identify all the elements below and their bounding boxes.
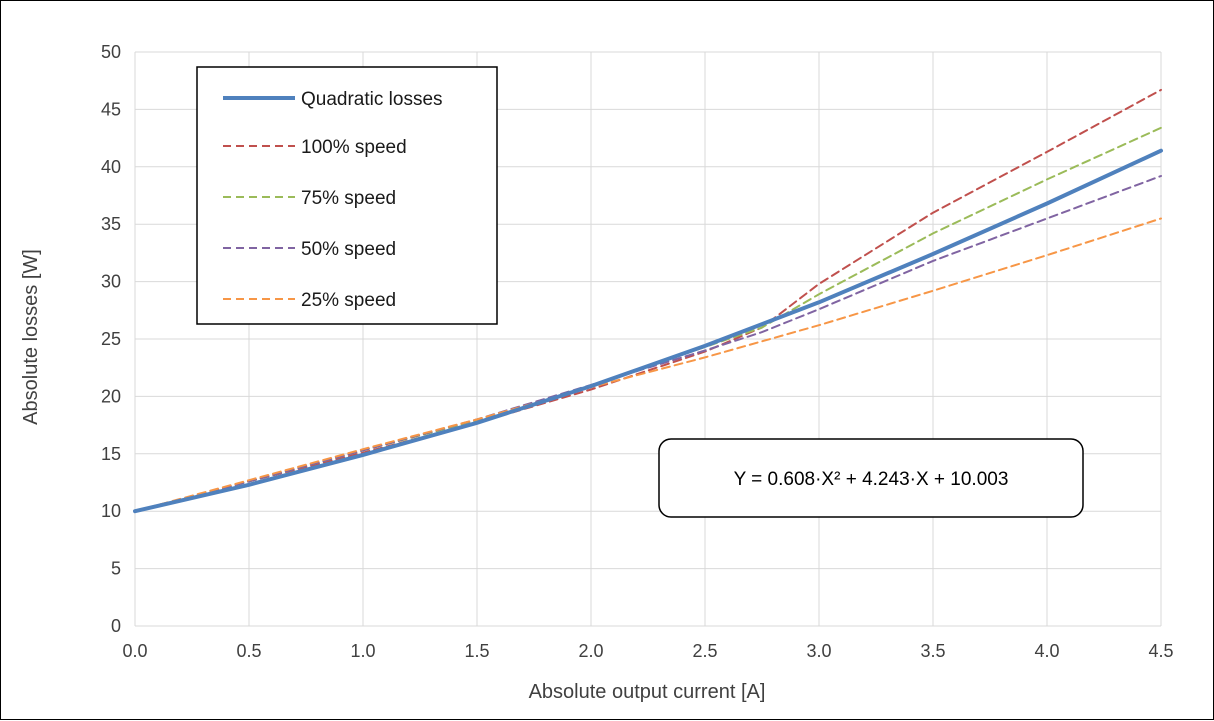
series-line-50-speed <box>134 175 1162 513</box>
x-tick-label: 0.5 <box>236 641 261 661</box>
x-tick-label: 4.0 <box>1034 641 1059 661</box>
legend-label: 100% speed <box>301 137 407 158</box>
gridlines <box>134 51 1162 627</box>
y-tick-label: 20 <box>101 386 121 406</box>
y-tick-label: 0 <box>111 616 121 636</box>
y-tick-label: 50 <box>101 42 121 62</box>
tick-labels: 0 5 10 15 20 25 30 35 40 45 50 0.0 0.5 1.0 1.5 2.0 2.5 3.… <box>101 42 1174 661</box>
x-axis-title: Absolute output current [A] <box>529 681 766 703</box>
series-line-quadratic-losses <box>133 148 1163 514</box>
x-tick-label: 1.0 <box>350 641 375 661</box>
legend-box <box>196 66 498 325</box>
x-tick-label: 0.0 <box>122 641 147 661</box>
y-tick-label: 10 <box>101 501 121 521</box>
equation-annotation: Y = 0.608·X² + 4.243·X + 10.003 <box>658 438 1084 518</box>
x-tick-label: 2.5 <box>692 641 717 661</box>
legend-label: Quadratic losses <box>301 89 443 110</box>
y-tick-label: 35 <box>101 214 121 234</box>
x-tick-label: 4.5 <box>1148 641 1173 661</box>
series-line-100-speed <box>134 88 1162 513</box>
y-tick-label: 5 <box>111 559 121 579</box>
y-axis-title: Absolute losses [W] <box>20 249 42 425</box>
equation-box <box>658 438 1084 518</box>
series-line-25-speed <box>134 217 1162 513</box>
legend-label: 25% speed <box>301 290 396 311</box>
x-tick-label: 1.5 <box>464 641 489 661</box>
legend-label: 50% speed <box>301 239 396 260</box>
x-tick-label: 2.0 <box>578 641 603 661</box>
y-tick-label: 25 <box>101 329 121 349</box>
y-tick-label: 45 <box>101 99 121 119</box>
legend: Quadratic losses 100% speed 75% speed 50% s… <box>196 66 498 325</box>
y-tick-label: 30 <box>101 272 121 292</box>
equation-text: Y = 0.608·X² + 4.243·X + 10.003 <box>734 469 1009 490</box>
series-lines <box>133 88 1163 514</box>
y-tick-label: 15 <box>101 444 121 464</box>
legend-label: 75% speed <box>301 188 396 209</box>
x-tick-label: 3.0 <box>806 641 831 661</box>
y-tick-label: 40 <box>101 157 121 177</box>
x-tick-label: 3.5 <box>920 641 945 661</box>
